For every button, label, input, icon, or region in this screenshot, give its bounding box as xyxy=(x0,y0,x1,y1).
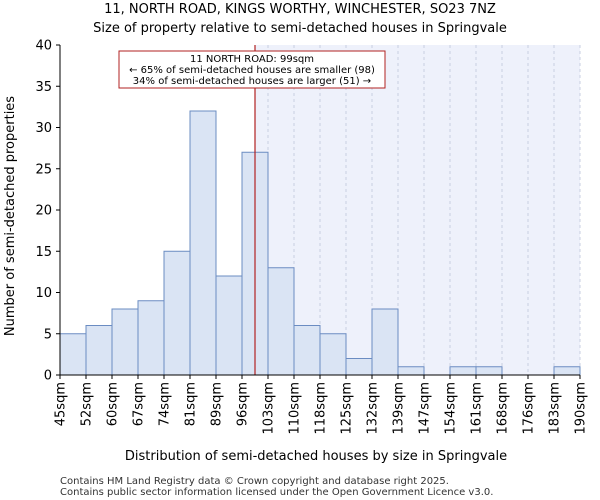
y-tick-label: 30 xyxy=(35,121,52,136)
x-tick-label: 154sqm xyxy=(444,382,459,435)
bar-161sqm xyxy=(475,366,503,376)
bar-118sqm xyxy=(319,333,347,376)
x-tick-label: 89sqm xyxy=(210,382,225,426)
annotation-line-3: 34% of semi-detached houses are larger (… xyxy=(133,76,371,87)
y-tick-label: 25 xyxy=(35,162,52,177)
bar-183sqm xyxy=(553,366,581,376)
y-tick-label: 15 xyxy=(35,245,52,260)
x-tick-label: 147sqm xyxy=(418,382,433,435)
bar-132sqm xyxy=(371,308,399,376)
x-tick-label: 176sqm xyxy=(522,382,537,435)
x-ticks: 45sqm 52sqm 60sqm 67sqm 74sqm 81sqm 89sqm 96sqm… xyxy=(54,375,589,435)
chart-subtitle: Size of property relative to semi-detach… xyxy=(93,21,507,36)
annotation-frame xyxy=(118,50,386,89)
bar-110sqm xyxy=(293,325,321,376)
footer-line-1: Contains HM Land Registry data © Crown c… xyxy=(60,476,449,487)
bar-45sqm xyxy=(59,333,87,376)
x-tick-label: 125sqm xyxy=(340,382,355,435)
x-tick-label: 161sqm xyxy=(470,382,485,435)
x-tick-label: 52sqm xyxy=(80,382,95,426)
x-tick-label: 132sqm xyxy=(366,382,381,435)
x-tick-label: 110sqm xyxy=(288,382,303,435)
plot-background xyxy=(255,45,580,375)
x-tick-label: 45sqm xyxy=(54,382,69,426)
y-tick-label: 10 xyxy=(35,286,52,301)
annotation-box: 11 NORTH ROAD: 99sqm ← 65% of semi-detac… xyxy=(118,50,386,89)
grid-lines xyxy=(267,45,581,375)
x-tick-label: 168sqm xyxy=(496,382,511,435)
y-tick-label: 5 xyxy=(44,327,52,342)
highlight-region xyxy=(255,45,580,375)
bar-81sqm xyxy=(189,110,217,376)
x-tick-label: 96sqm xyxy=(236,382,251,426)
bar-74sqm xyxy=(163,250,191,376)
y-tick-label: 35 xyxy=(35,80,52,95)
annotation-line-2: ← 65% of semi-detached houses are smalle… xyxy=(129,65,375,76)
y-tick-label: 0 xyxy=(44,369,52,384)
y-tick-label: 20 xyxy=(35,204,52,219)
bar-67sqm xyxy=(137,300,165,376)
bar-52sqm xyxy=(85,325,113,376)
x-tick-label: 118sqm xyxy=(314,382,329,435)
x-tick-label: 67sqm xyxy=(132,382,147,426)
footer-line-2: Contains public sector information licen… xyxy=(60,487,493,498)
y-tick-label: 40 xyxy=(35,39,52,54)
chart-title: 11, NORTH ROAD, KINGS WORTHY, WINCHESTER… xyxy=(104,2,496,17)
bar-154sqm xyxy=(449,366,477,376)
bar-89sqm xyxy=(215,275,243,376)
y-ticks: 0 5 10 15 20 25 30 35 40 xyxy=(35,39,60,384)
x-tick-label: 190sqm xyxy=(574,382,589,435)
annotation-line-1: 11 NORTH ROAD: 99sqm xyxy=(190,54,314,65)
bar-139sqm xyxy=(397,366,425,376)
bar-103sqm xyxy=(267,267,295,376)
x-tick-label: 74sqm xyxy=(158,382,173,426)
x-axis-label: Distribution of semi-detached houses by … xyxy=(125,449,507,464)
x-tick-label: 139sqm xyxy=(392,382,407,435)
bar-125sqm xyxy=(345,358,373,376)
x-tick-label: 60sqm xyxy=(106,382,121,426)
x-tick-label: 81sqm xyxy=(184,382,199,426)
x-tick-label: 183sqm xyxy=(548,382,563,435)
y-axis-label: Number of semi-detached properties xyxy=(3,96,18,336)
bar-60sqm xyxy=(111,308,139,376)
x-tick-label: 103sqm xyxy=(262,382,277,435)
